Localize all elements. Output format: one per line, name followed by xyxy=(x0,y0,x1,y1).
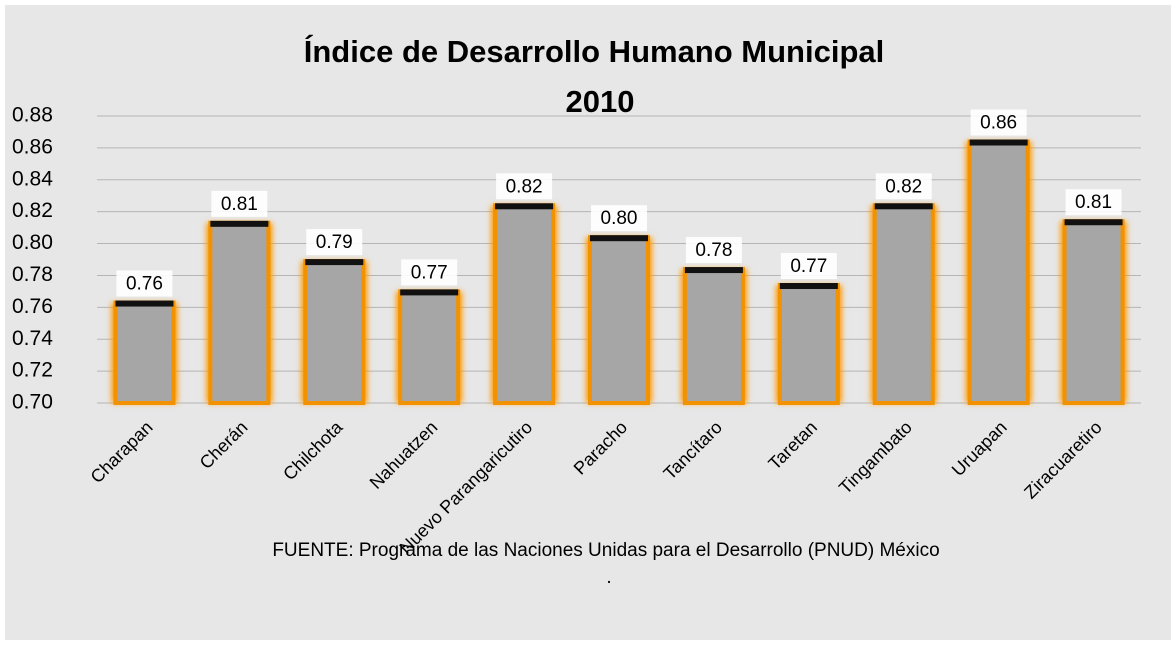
y-tick-label: 0.70 xyxy=(12,391,53,414)
y-tick-label: 0.88 xyxy=(12,104,53,127)
y-tick-label: 0.84 xyxy=(12,167,53,190)
bar-cap xyxy=(874,203,933,210)
y-tick-label: 0.76 xyxy=(12,295,53,318)
bar xyxy=(398,289,461,405)
y-tick-label: 0.74 xyxy=(12,327,53,350)
value-label-box xyxy=(306,229,363,256)
bar xyxy=(777,283,840,405)
value-label: 0.82 xyxy=(506,176,543,197)
bar-cap xyxy=(779,283,838,290)
y-tick-label: 0.72 xyxy=(12,359,53,382)
value-label: 0.77 xyxy=(790,256,827,277)
bar-cap xyxy=(684,267,743,274)
bar xyxy=(303,259,366,405)
value-label-box xyxy=(780,253,837,280)
value-label-box xyxy=(401,259,458,286)
value-label-box xyxy=(1065,189,1122,216)
y-tick-label: 0.78 xyxy=(12,263,53,286)
bar xyxy=(208,220,271,405)
bar-cap xyxy=(305,259,364,266)
value-label-box xyxy=(685,237,742,264)
value-label: 0.86 xyxy=(980,113,1017,134)
value-label-box xyxy=(591,205,647,232)
bar-cap xyxy=(590,235,648,242)
value-label: 0.78 xyxy=(695,240,732,261)
value-label-box xyxy=(211,190,268,217)
bar xyxy=(113,300,176,405)
bar xyxy=(967,139,1030,405)
bar-cap xyxy=(969,139,1028,146)
value-label: 0.77 xyxy=(411,262,448,283)
value-label: 0.81 xyxy=(221,194,258,215)
footnote: . xyxy=(606,567,611,588)
chart-title: 2010 xyxy=(566,84,635,119)
bar xyxy=(588,235,650,405)
y-tick-label: 0.80 xyxy=(12,231,53,254)
value-label: 0.76 xyxy=(126,274,163,295)
value-label: 0.81 xyxy=(1075,192,1112,213)
y-tick-label: 0.82 xyxy=(12,199,53,222)
bar-cap xyxy=(495,203,554,210)
y-tick-label: 0.86 xyxy=(12,135,53,158)
value-label: 0.80 xyxy=(601,208,638,229)
value-label-box xyxy=(496,173,553,200)
bar xyxy=(1062,219,1125,405)
bar xyxy=(872,203,935,405)
value-label: 0.79 xyxy=(316,232,353,253)
value-label: 0.82 xyxy=(885,176,922,197)
bar xyxy=(682,267,745,406)
chart-title: Índice de Desarrollo Humano Municipal xyxy=(304,34,885,69)
value-label-box xyxy=(116,270,173,297)
source-note: FUENTE: Programa de las Naciones Unidas … xyxy=(272,540,939,561)
bar-cap xyxy=(1064,219,1123,226)
bar-cap xyxy=(400,289,459,296)
bar xyxy=(493,203,556,405)
bar-cap xyxy=(210,220,269,227)
value-label-box xyxy=(970,109,1027,136)
bar-cap xyxy=(115,300,174,307)
value-label-box xyxy=(875,173,932,200)
